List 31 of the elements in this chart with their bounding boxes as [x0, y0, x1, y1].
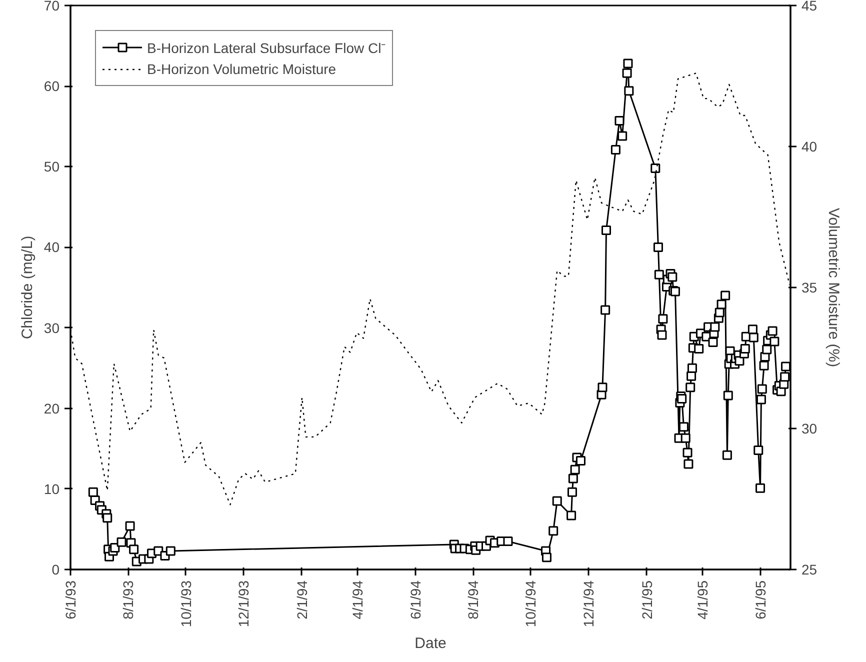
y2-tick-label: 30 — [802, 420, 818, 436]
x-tick-label: 6/1/94 — [407, 580, 424, 620]
y-tick-label: 20 — [44, 400, 60, 416]
x-tick-label: 6/1/93 — [62, 580, 78, 620]
y-tick-label: 0 — [52, 562, 60, 578]
y-tick-label: 40 — [44, 239, 60, 256]
y-axis-title: Chloride (mg/L) — [18, 236, 36, 340]
x-tick-label: 10/1/93 — [178, 580, 194, 628]
x-tick-label: 6/1/95 — [752, 580, 768, 620]
y-tick-label: 50 — [44, 158, 60, 175]
x-tick-label: 2/1/94 — [294, 580, 310, 620]
y-tick-label: 60 — [44, 78, 60, 94]
x-tick-label: 2/1/95 — [638, 580, 655, 620]
x-tick-label: 4/1/95 — [694, 580, 711, 620]
y-tick-label: 10 — [44, 480, 60, 497]
x-tick-label: 8/1/94 — [465, 580, 482, 620]
y2-tick-label: 40 — [802, 138, 818, 154]
x-tick-label: 4/1/94 — [350, 580, 366, 620]
y2-tick-label: 45 — [802, 0, 818, 14]
y2-tick-label: 25 — [802, 562, 818, 578]
y2-axis-title: Volumetric Moisture (%) — [825, 208, 842, 368]
y-tick-label: 30 — [44, 320, 60, 336]
x-axis-title: Date — [414, 635, 446, 652]
legend-label: B-Horizon Volumetric Moisture — [147, 61, 336, 77]
x-tick-label: 10/1/94 — [522, 580, 539, 628]
x-tick-label: 8/1/93 — [120, 580, 136, 620]
y-tick-label: 70 — [44, 0, 60, 14]
y2-tick-label: 35 — [802, 280, 818, 296]
x-tick-label: 12/1/93 — [235, 580, 252, 628]
x-tick-label: 12/1/94 — [580, 580, 596, 628]
legend-label: B-Horizon Lateral Subsurface Flow Cl⁻ — [147, 38, 386, 56]
